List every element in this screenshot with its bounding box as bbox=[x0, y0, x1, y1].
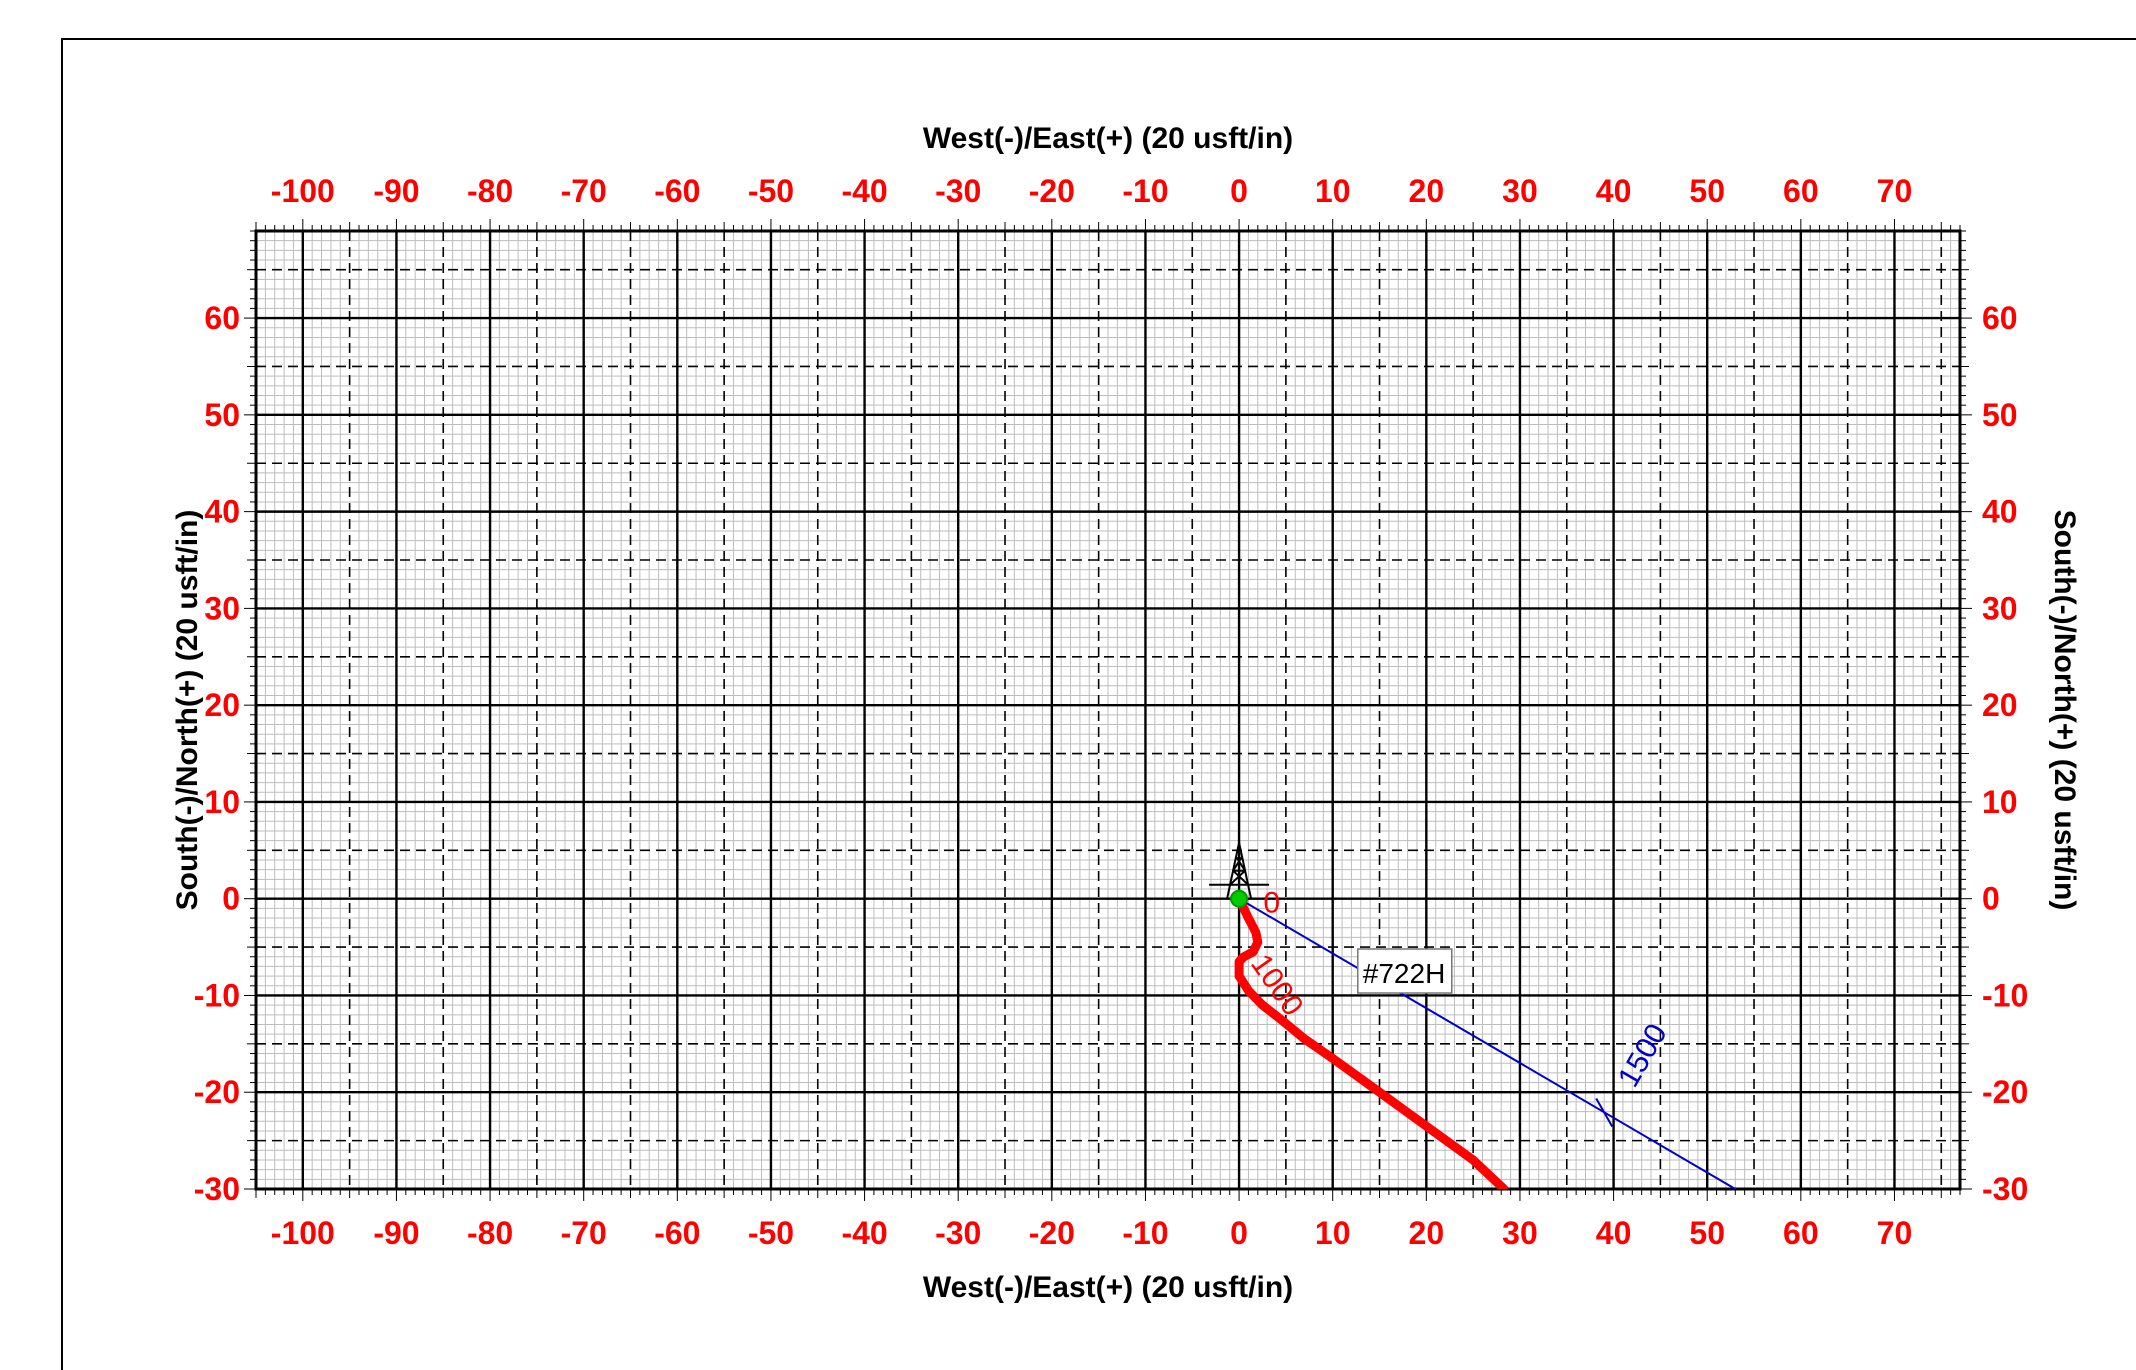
x-tick-label-top: -40 bbox=[841, 173, 887, 209]
x-axis-title-top: West(-)/East(+) (20 usft/in) bbox=[923, 122, 1293, 155]
y-tick-label-right: 60 bbox=[1982, 300, 2018, 336]
dashed-grid bbox=[256, 231, 1960, 1189]
y-tick-label-left: -30 bbox=[194, 1171, 240, 1207]
x-tick-label-bottom: -50 bbox=[748, 1215, 794, 1251]
y-tick-label-left: -20 bbox=[194, 1074, 240, 1110]
y-tick-label-right: 10 bbox=[1982, 784, 2018, 820]
y-tick-label-left: 50 bbox=[204, 397, 240, 433]
tick-labels: -100-100-90-90-80-80-70-70-60-60-50-50-4… bbox=[194, 173, 2029, 1251]
y-tick-label-left: 60 bbox=[204, 300, 240, 336]
y-tick-label-right: 0 bbox=[1982, 881, 2000, 917]
x-tick-label-bottom: -40 bbox=[841, 1215, 887, 1251]
x-tick-label-top: 30 bbox=[1502, 173, 1538, 209]
x-tick-label-bottom: 60 bbox=[1783, 1215, 1819, 1251]
x-tick-label-top: -50 bbox=[748, 173, 794, 209]
x-tick-label-top: -60 bbox=[654, 173, 700, 209]
x-tick-label-bottom: 0 bbox=[1230, 1215, 1248, 1251]
x-tick-label-top: 70 bbox=[1877, 173, 1913, 209]
x-tick-label-bottom: 10 bbox=[1315, 1215, 1351, 1251]
x-tick-label-top: 0 bbox=[1230, 173, 1248, 209]
x-tick-label-bottom: 70 bbox=[1877, 1215, 1913, 1251]
well-name-text: #722H bbox=[1363, 958, 1446, 989]
y-tick-label-right: 40 bbox=[1982, 494, 2018, 530]
x-tick-label-bottom: -70 bbox=[561, 1215, 607, 1251]
x-tick-label-bottom: -100 bbox=[271, 1215, 335, 1251]
y-tick-label-right: 30 bbox=[1982, 590, 2018, 626]
well-name-label: #722H bbox=[1357, 948, 1453, 994]
minor-grid bbox=[256, 231, 1960, 1189]
y-tick-label-right: 20 bbox=[1982, 687, 2018, 723]
series-layer bbox=[1234, 894, 1737, 1189]
x-tick-label-top: -30 bbox=[935, 173, 981, 209]
major-grid bbox=[256, 231, 1960, 1189]
x-tick-label-bottom: -90 bbox=[373, 1215, 419, 1251]
y-tick-label-left: 10 bbox=[204, 784, 240, 820]
y-tick-label-left: 40 bbox=[204, 494, 240, 530]
x-tick-label-top: -90 bbox=[373, 173, 419, 209]
md-1500-tick bbox=[1595, 1098, 1614, 1128]
x-tick-label-top: -100 bbox=[271, 173, 335, 209]
y-tick-label-right: -10 bbox=[1982, 977, 2028, 1013]
x-tick-label-bottom: -60 bbox=[654, 1215, 700, 1251]
y-tick-label-right: 50 bbox=[1982, 397, 2018, 433]
x-tick-label-top: 40 bbox=[1596, 173, 1632, 209]
y-tick-label-left: -10 bbox=[194, 977, 240, 1013]
x-tick-label-top: -20 bbox=[1029, 173, 1075, 209]
x-tick-label-bottom: -20 bbox=[1029, 1215, 1075, 1251]
x-tick-label-top: -70 bbox=[561, 173, 607, 209]
x-tick-label-top: -10 bbox=[1122, 173, 1168, 209]
x-axis-title-bottom: West(-)/East(+) (20 usft/in) bbox=[923, 1271, 1293, 1304]
x-tick-label-bottom: 40 bbox=[1596, 1215, 1632, 1251]
x-tick-label-bottom: -80 bbox=[467, 1215, 513, 1251]
y-tick-label-right: -20 bbox=[1982, 1074, 2028, 1110]
y-axis-title-right: South(-)/North(+) (20 usft/in) bbox=[2048, 510, 2081, 911]
y-tick-label-left: 30 bbox=[204, 590, 240, 626]
y-tick-label-left: 0 bbox=[222, 881, 240, 917]
chart-frame bbox=[61, 38, 2136, 1370]
x-tick-label-top: 10 bbox=[1315, 173, 1351, 209]
x-tick-label-top: -80 bbox=[467, 173, 513, 209]
x-tick-label-bottom: -30 bbox=[935, 1215, 981, 1251]
axis-tick-marks bbox=[244, 219, 1972, 1201]
x-tick-label-top: 60 bbox=[1783, 173, 1819, 209]
x-tick-label-top: 20 bbox=[1409, 173, 1445, 209]
y-tick-label-left: 20 bbox=[204, 687, 240, 723]
rig-derrick bbox=[1209, 842, 1270, 899]
actual-wellpath-line bbox=[1234, 894, 1509, 1189]
plan-line bbox=[1238, 897, 1737, 1189]
rig-layer bbox=[1209, 842, 1270, 908]
well-name-box bbox=[1357, 948, 1453, 994]
x-tick-label-top: 50 bbox=[1689, 173, 1725, 209]
x-tick-label-bottom: 20 bbox=[1409, 1215, 1445, 1251]
x-tick-label-bottom: -10 bbox=[1122, 1215, 1168, 1251]
rig-icon bbox=[1209, 842, 1270, 899]
x-tick-label-bottom: 30 bbox=[1502, 1215, 1538, 1251]
surface-location-marker bbox=[1230, 889, 1249, 908]
y-axis-title-left: South(-)/North(+) (20 usft/in) bbox=[171, 510, 204, 911]
y-tick-label-right: -30 bbox=[1982, 1171, 2028, 1207]
md-label-0: 0 bbox=[1263, 887, 1280, 920]
x-tick-label-bottom: 50 bbox=[1689, 1215, 1725, 1251]
